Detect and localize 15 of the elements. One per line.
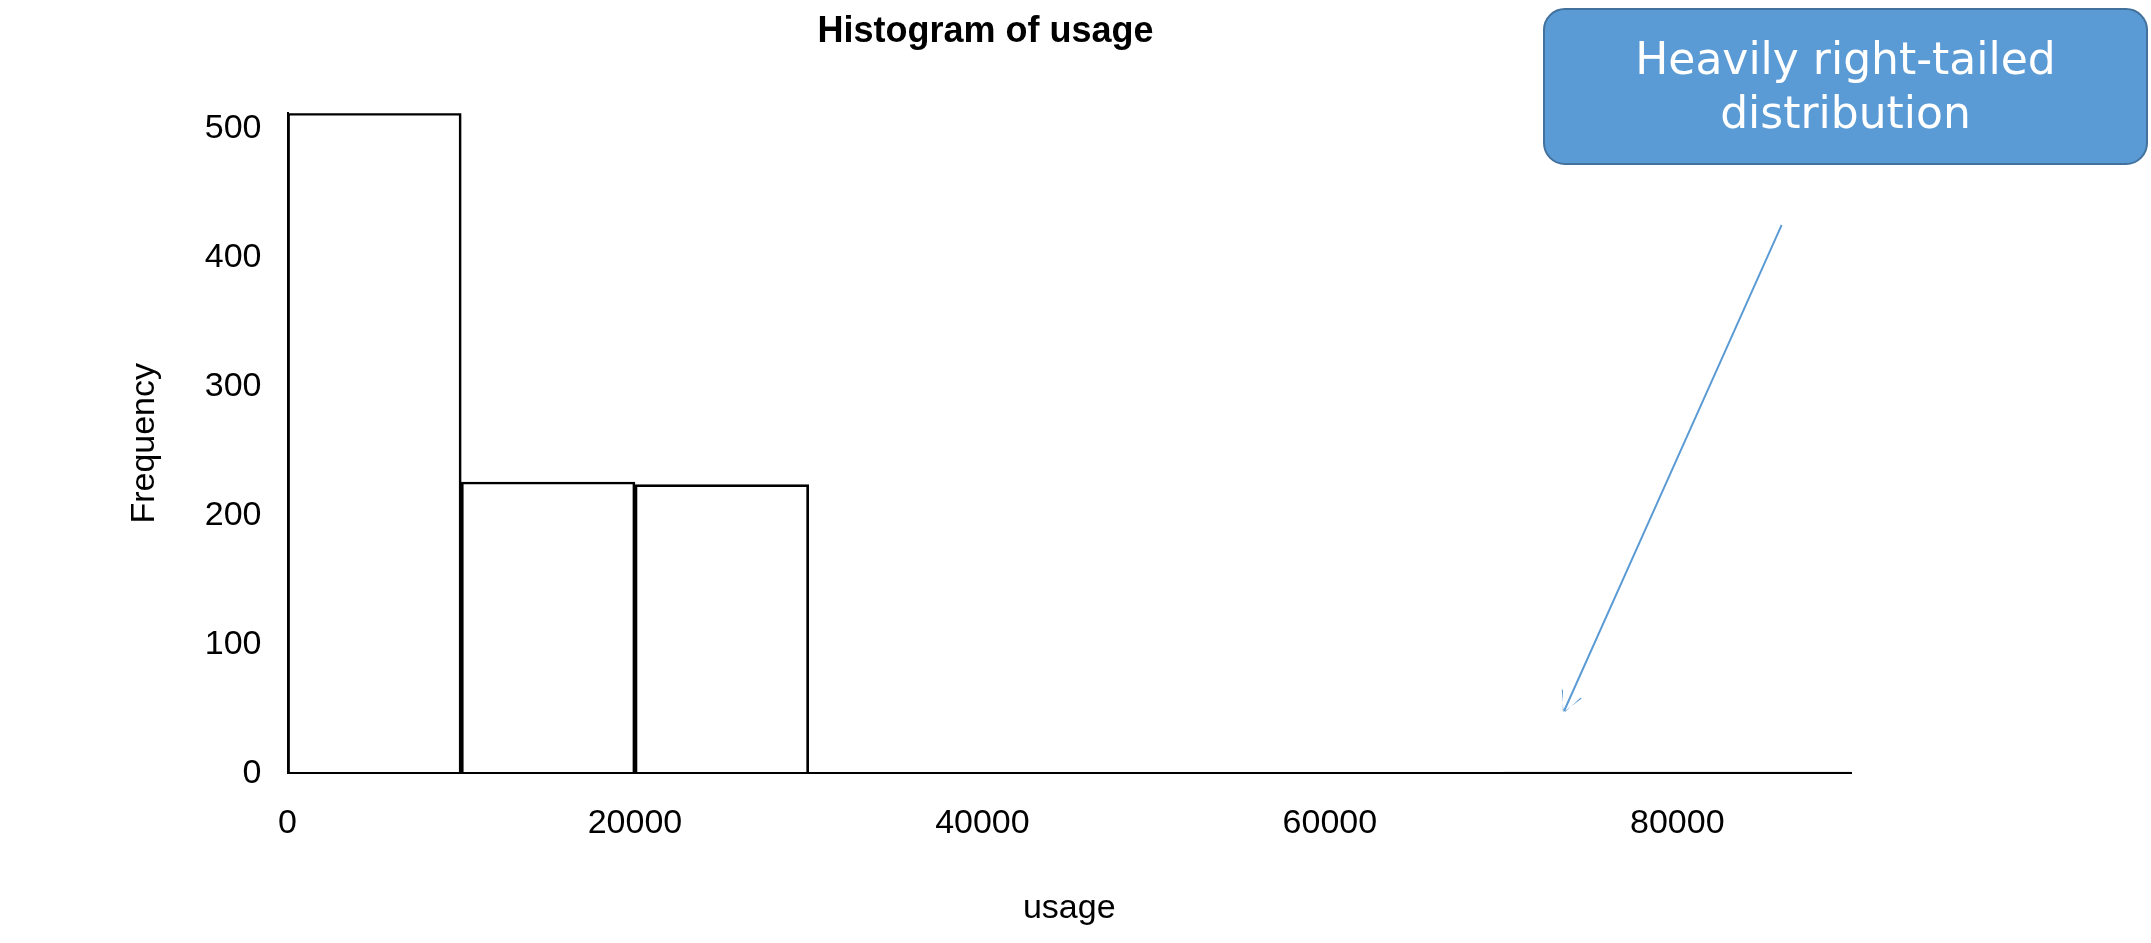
- chart-title: Histogram of usage: [817, 8, 1154, 50]
- x-tick-label: 40000: [935, 802, 1030, 841]
- x-tick-label: 60000: [1282, 802, 1378, 841]
- y-tick-label: 200: [204, 493, 262, 532]
- y-tick-label: 500: [204, 107, 262, 146]
- y-tick-label: 400: [204, 235, 262, 274]
- x-axis-title: usage: [1022, 886, 1116, 925]
- x-tick-label: 20000: [587, 802, 683, 841]
- x-tick-label: 80000: [1630, 802, 1725, 841]
- callout-box: Heavily right-tailed distribution: [1543, 8, 2148, 165]
- y-tick-label: 300: [204, 364, 262, 403]
- y-tick-label: 100: [204, 622, 262, 661]
- y-tick-label: 0: [242, 751, 262, 790]
- y-axis-title: Frequency: [122, 362, 161, 524]
- x-tick-label: 0: [278, 802, 297, 841]
